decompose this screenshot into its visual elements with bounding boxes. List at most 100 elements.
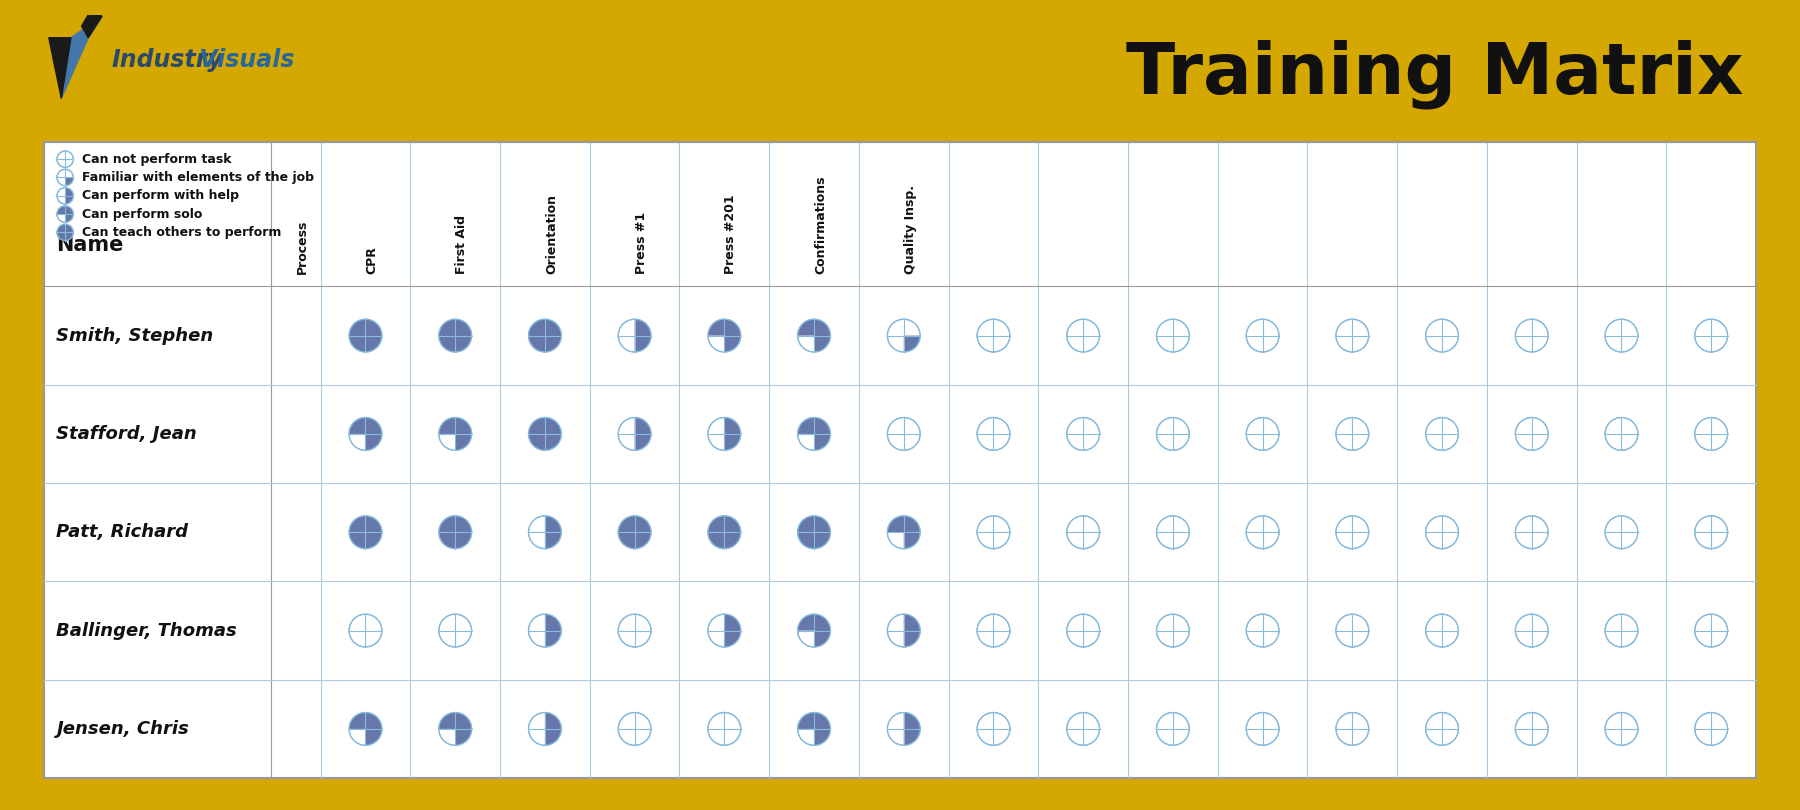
Wedge shape xyxy=(635,417,652,450)
Wedge shape xyxy=(58,206,74,222)
Text: Training Matrix: Training Matrix xyxy=(1125,40,1744,109)
Wedge shape xyxy=(65,177,74,185)
Circle shape xyxy=(887,713,920,745)
Circle shape xyxy=(617,319,652,352)
Circle shape xyxy=(1784,614,1800,647)
Circle shape xyxy=(439,319,472,352)
Circle shape xyxy=(1336,713,1368,745)
Circle shape xyxy=(58,188,74,204)
Circle shape xyxy=(797,614,830,647)
Circle shape xyxy=(1067,319,1100,352)
Circle shape xyxy=(1784,319,1800,352)
Wedge shape xyxy=(904,713,920,745)
Circle shape xyxy=(1426,516,1458,548)
Circle shape xyxy=(1426,614,1458,647)
Circle shape xyxy=(58,224,74,241)
Wedge shape xyxy=(65,188,74,204)
Polygon shape xyxy=(81,5,103,38)
Text: Can teach others to perform: Can teach others to perform xyxy=(81,226,281,239)
Circle shape xyxy=(349,713,382,745)
Circle shape xyxy=(707,417,742,450)
Circle shape xyxy=(887,614,920,647)
Wedge shape xyxy=(724,417,742,450)
Circle shape xyxy=(439,417,472,450)
Circle shape xyxy=(977,319,1010,352)
Circle shape xyxy=(1157,614,1190,647)
Circle shape xyxy=(1606,516,1638,548)
Circle shape xyxy=(439,516,472,548)
Wedge shape xyxy=(545,614,562,647)
Circle shape xyxy=(707,516,742,548)
Text: Stafford, Jean: Stafford, Jean xyxy=(56,425,198,443)
Circle shape xyxy=(1426,713,1458,745)
Circle shape xyxy=(1696,516,1728,548)
Circle shape xyxy=(707,319,742,352)
Circle shape xyxy=(1516,614,1548,647)
Circle shape xyxy=(887,319,920,352)
Circle shape xyxy=(1426,417,1458,450)
Wedge shape xyxy=(904,614,920,647)
Circle shape xyxy=(1336,516,1368,548)
Circle shape xyxy=(797,516,830,548)
Circle shape xyxy=(529,417,562,450)
Text: Visuals: Visuals xyxy=(191,48,295,72)
Circle shape xyxy=(617,713,652,745)
Circle shape xyxy=(887,516,920,548)
Circle shape xyxy=(1067,614,1100,647)
Circle shape xyxy=(439,614,472,647)
Circle shape xyxy=(707,713,742,745)
Circle shape xyxy=(1784,516,1800,548)
Text: Patt, Richard: Patt, Richard xyxy=(56,523,189,541)
Circle shape xyxy=(1157,319,1190,352)
Circle shape xyxy=(58,224,74,241)
Wedge shape xyxy=(439,713,472,745)
Circle shape xyxy=(617,614,652,647)
Polygon shape xyxy=(61,16,103,99)
Wedge shape xyxy=(797,319,830,352)
Circle shape xyxy=(349,417,382,450)
Circle shape xyxy=(797,417,830,450)
Circle shape xyxy=(529,614,562,647)
Circle shape xyxy=(1606,614,1638,647)
Circle shape xyxy=(1157,516,1190,548)
Wedge shape xyxy=(635,319,652,352)
Circle shape xyxy=(617,516,652,548)
Circle shape xyxy=(1516,516,1548,548)
Text: Name: Name xyxy=(56,235,124,255)
Text: First Aid: First Aid xyxy=(455,215,468,274)
Wedge shape xyxy=(349,417,382,450)
Circle shape xyxy=(1606,417,1638,450)
Wedge shape xyxy=(707,319,742,352)
Circle shape xyxy=(439,516,472,548)
Circle shape xyxy=(1067,713,1100,745)
Circle shape xyxy=(1246,319,1280,352)
Circle shape xyxy=(977,417,1010,450)
Circle shape xyxy=(1426,319,1458,352)
Circle shape xyxy=(1246,713,1280,745)
Text: Ballinger, Thomas: Ballinger, Thomas xyxy=(56,621,238,640)
Circle shape xyxy=(1606,319,1638,352)
Circle shape xyxy=(797,319,830,352)
Text: Process: Process xyxy=(295,220,308,274)
Circle shape xyxy=(1246,417,1280,450)
Polygon shape xyxy=(49,38,70,99)
Wedge shape xyxy=(439,417,472,450)
Circle shape xyxy=(797,516,830,548)
Circle shape xyxy=(977,713,1010,745)
Text: Confirmations: Confirmations xyxy=(814,176,826,274)
Wedge shape xyxy=(545,713,562,745)
Text: Press #1: Press #1 xyxy=(635,211,648,274)
Circle shape xyxy=(349,319,382,352)
Circle shape xyxy=(1516,417,1548,450)
Circle shape xyxy=(1336,614,1368,647)
Text: Orientation: Orientation xyxy=(545,194,558,274)
Circle shape xyxy=(1067,516,1100,548)
Circle shape xyxy=(1696,713,1728,745)
Circle shape xyxy=(1696,614,1728,647)
Text: Can not perform task: Can not perform task xyxy=(81,152,230,166)
Circle shape xyxy=(58,206,74,222)
Circle shape xyxy=(529,713,562,745)
Circle shape xyxy=(58,151,74,168)
Wedge shape xyxy=(797,713,830,745)
Circle shape xyxy=(1067,417,1100,450)
